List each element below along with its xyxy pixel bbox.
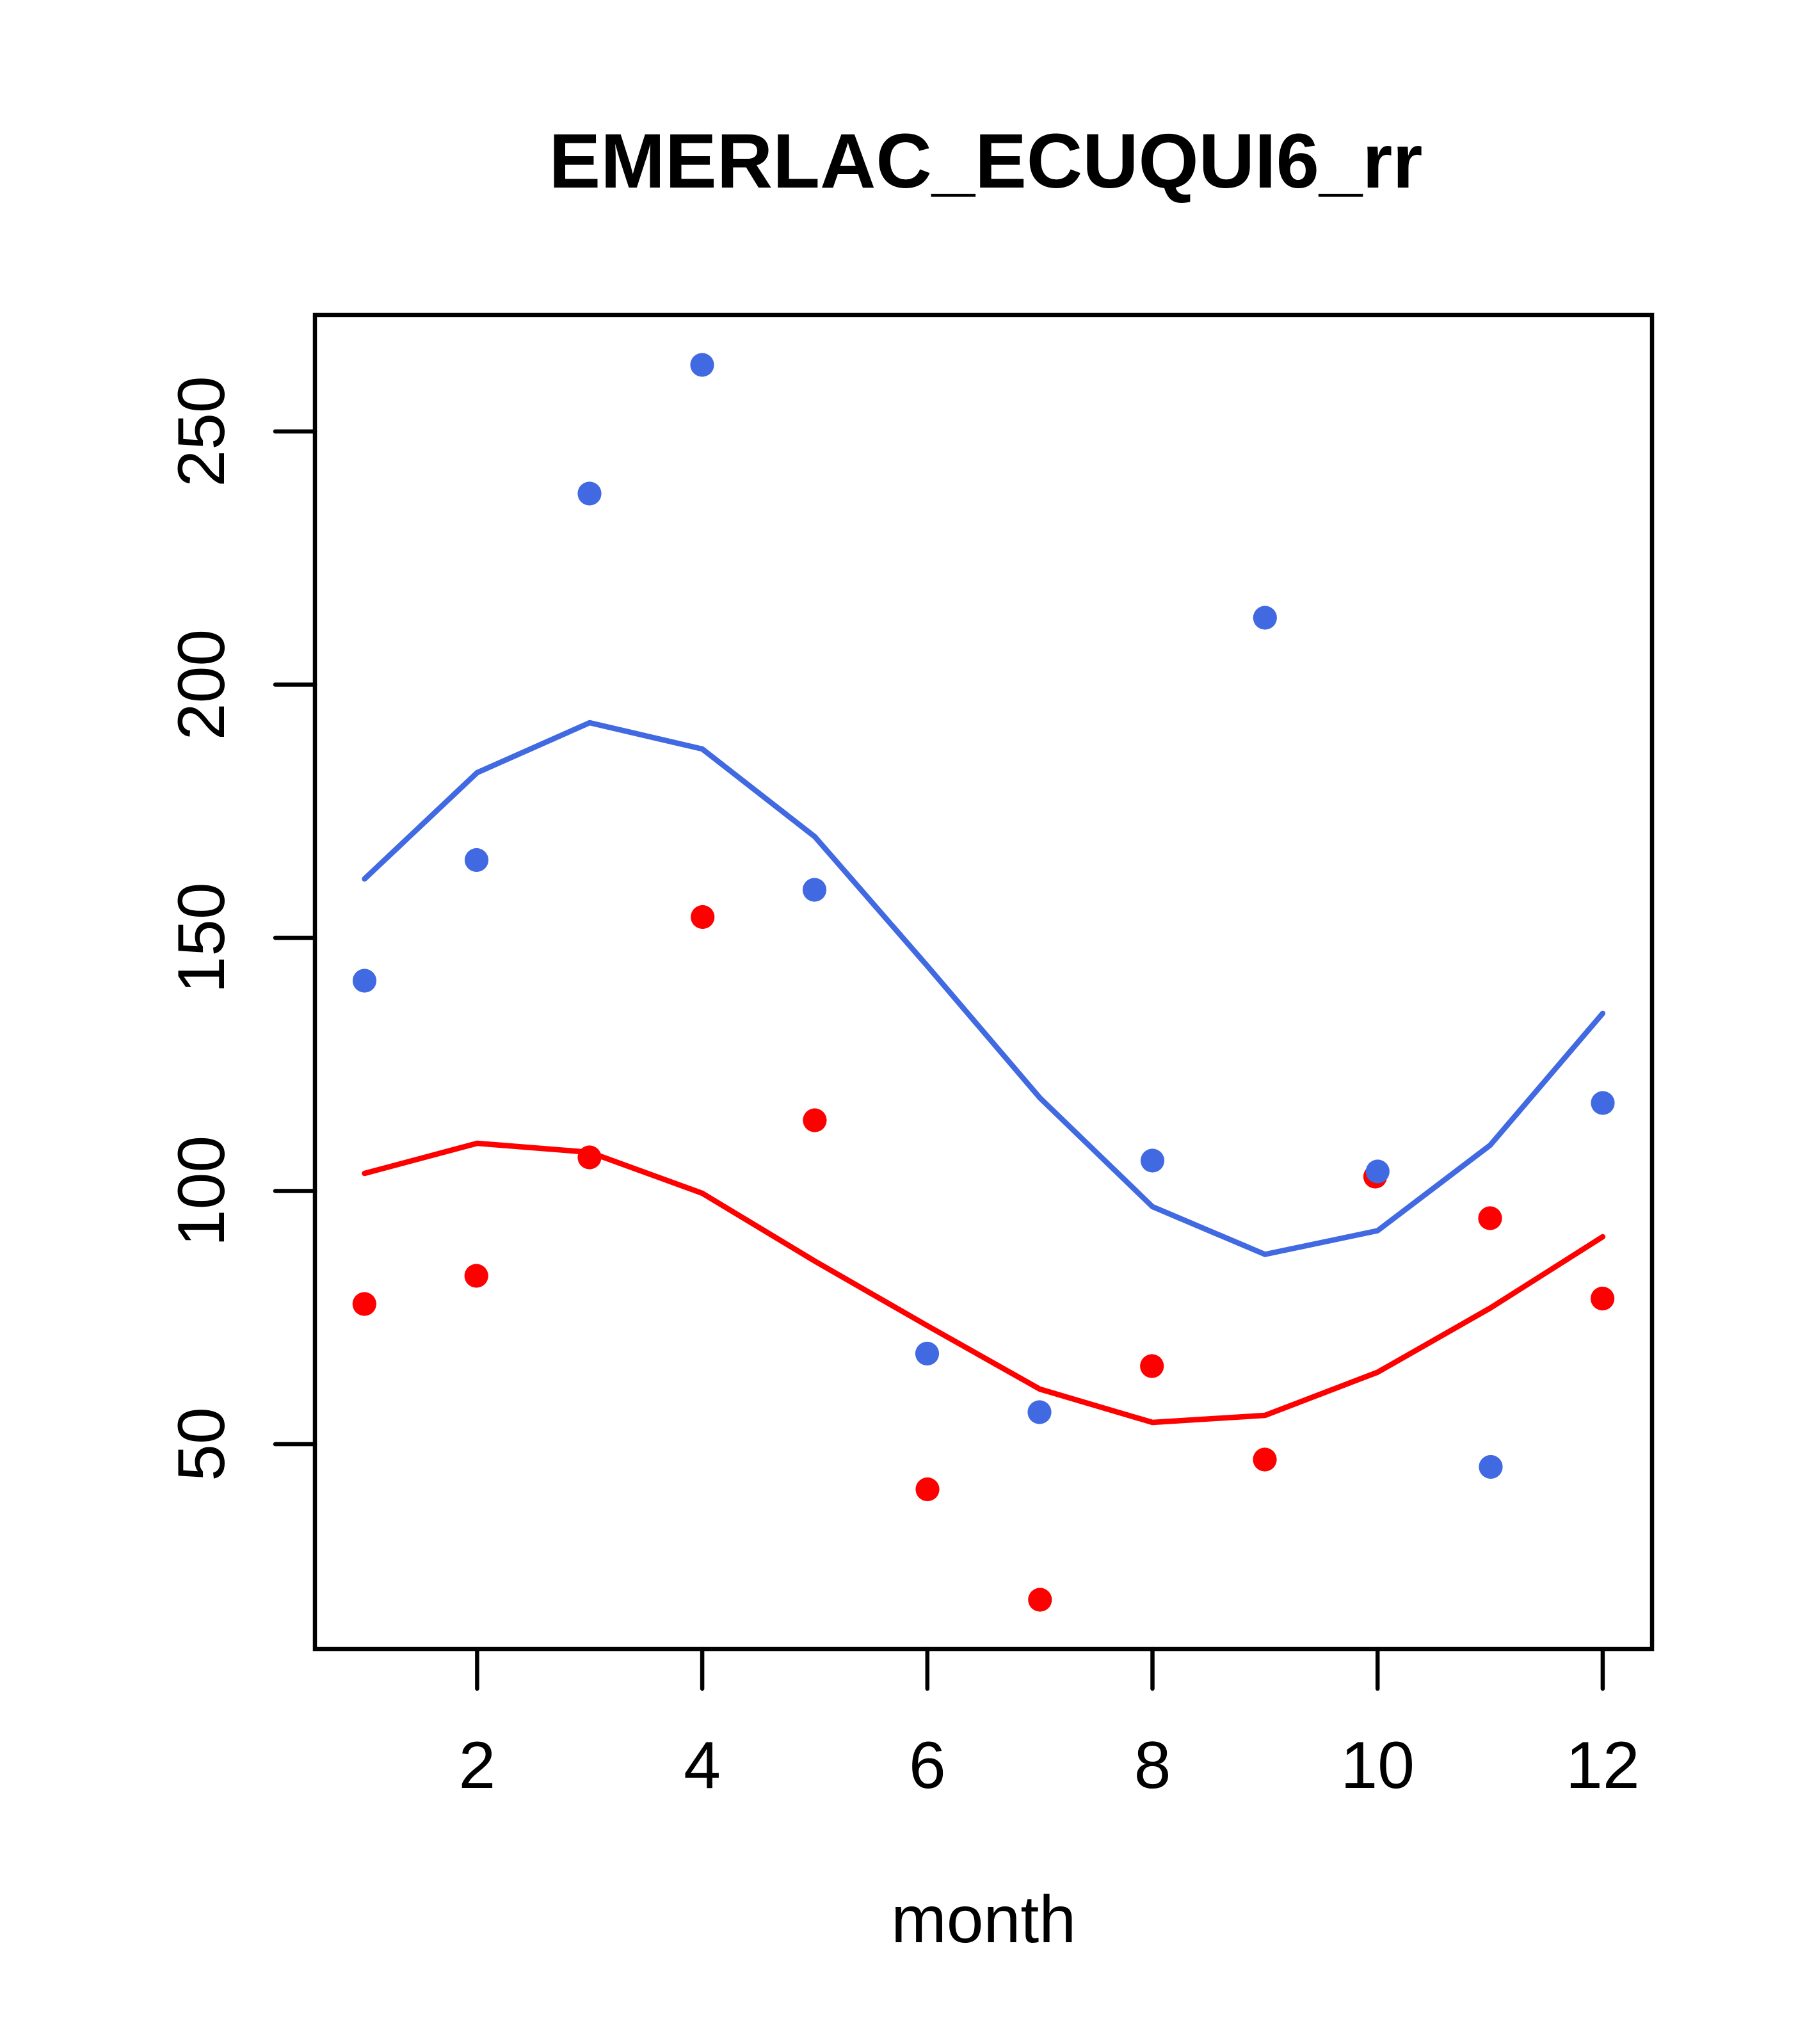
svg-text:250: 250 (165, 376, 239, 487)
svg-text:4: 4 (684, 1728, 721, 1803)
svg-text:2: 2 (458, 1728, 495, 1803)
svg-text:10: 10 (1340, 1728, 1415, 1803)
svg-text:50: 50 (165, 1407, 239, 1481)
svg-text:EMERLAC_ECUQUI6_rr: EMERLAC_ECUQUI6_rr (549, 117, 1423, 204)
svg-text:6: 6 (909, 1728, 946, 1803)
svg-text:150: 150 (165, 882, 239, 994)
svg-text:200: 200 (165, 629, 239, 741)
svg-text:8: 8 (1134, 1728, 1171, 1803)
svg-text:100: 100 (165, 1136, 239, 1247)
svg-text:12: 12 (1566, 1728, 1640, 1803)
svg-text:month: month (891, 1883, 1076, 1957)
